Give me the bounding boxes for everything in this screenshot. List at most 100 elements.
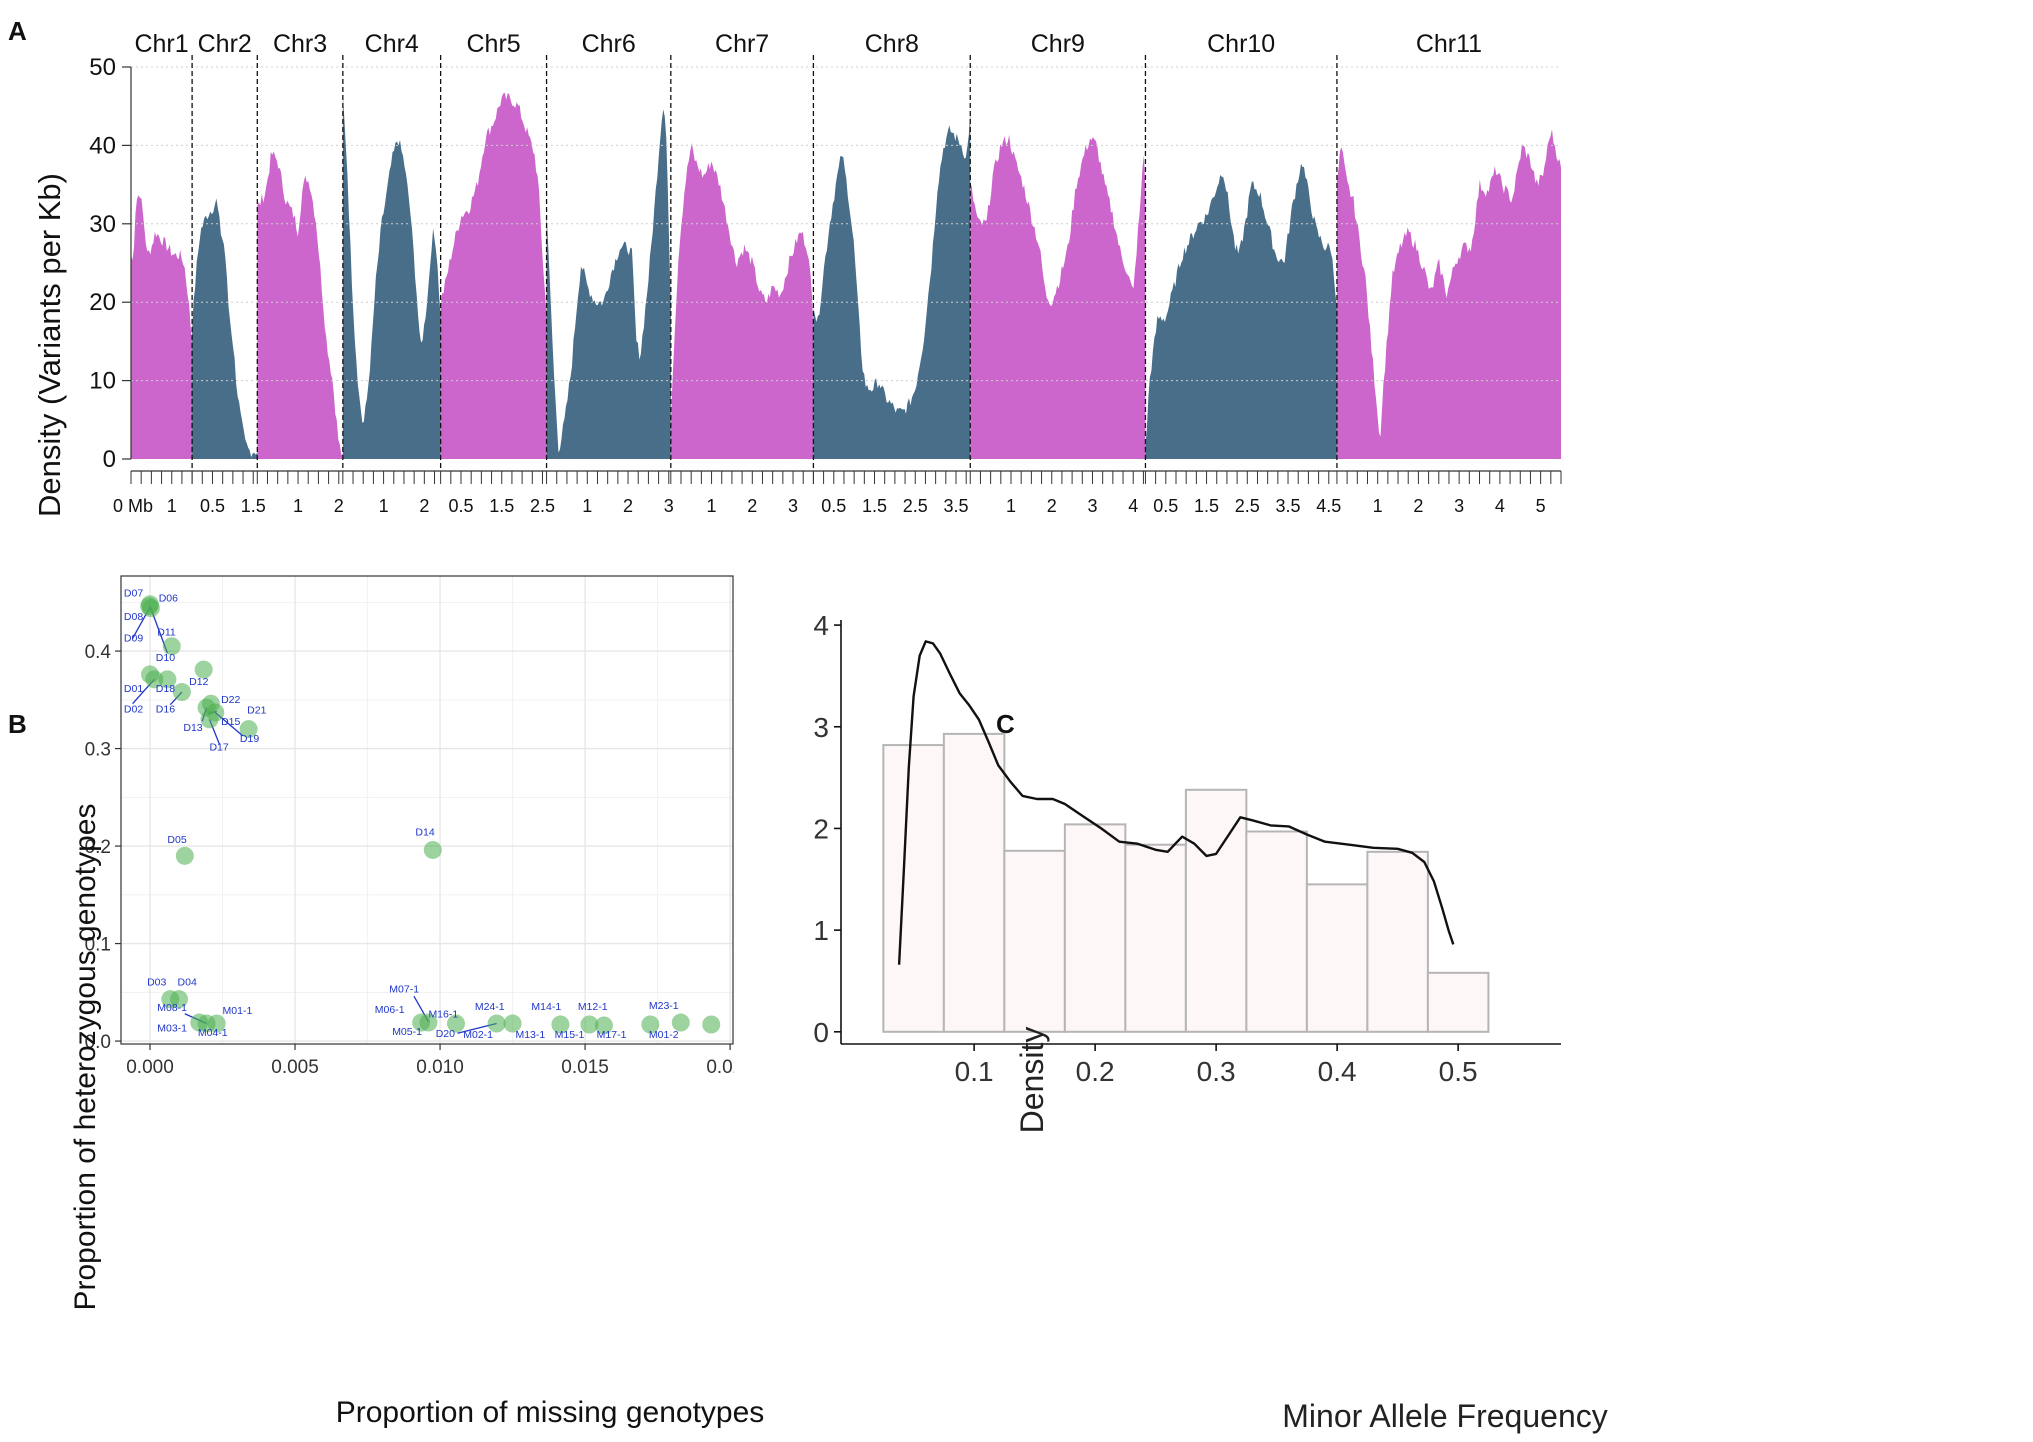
x-tick-label: 3 bbox=[1087, 496, 1097, 516]
density-area-chr10 bbox=[1145, 163, 1337, 459]
chrom-label-chr4: Chr4 bbox=[365, 30, 419, 58]
x-tick-label: 0.1 bbox=[955, 1056, 994, 1087]
sample-label: M14-1 bbox=[531, 1001, 561, 1013]
y-tick-label: 0 bbox=[813, 1017, 829, 1048]
x-tick-label: 2 bbox=[1047, 496, 1057, 516]
sample-label: D02 bbox=[124, 704, 143, 716]
x-tick-label: 3.5 bbox=[1276, 496, 1301, 516]
x-tick-label: 0 Mb bbox=[113, 496, 153, 516]
x-tick-label: 2 bbox=[747, 496, 757, 516]
sample-label: D19 bbox=[240, 733, 259, 745]
sample-point bbox=[207, 1014, 226, 1033]
sample-label: D10 bbox=[156, 652, 175, 664]
density-area-chr11 bbox=[1336, 129, 1561, 460]
density-area-chr5 bbox=[440, 92, 547, 459]
sample-point bbox=[594, 1016, 613, 1035]
panel-c-ylabel: Density bbox=[1014, 1027, 1050, 1134]
sample-label: D16 bbox=[156, 704, 175, 716]
panel-a-axes: Chr1 0 Mb 1 Chr2 0.5 1.5 Chr3 1 2 Chr4 1 2 Chr5 0.5 1.… bbox=[89, 30, 1562, 516]
x-tick-label: 0.4 bbox=[1318, 1056, 1357, 1087]
sample-point bbox=[175, 846, 194, 865]
chrom-label-chr11: Chr11 bbox=[1416, 30, 1482, 58]
y-tick-label: 3 bbox=[813, 712, 829, 743]
x-tick-label: 1 bbox=[293, 496, 303, 516]
sample-label: D18 bbox=[156, 683, 175, 695]
tick-mask bbox=[734, 1050, 774, 1080]
y-tick-label: 0.4 bbox=[85, 642, 112, 663]
sample-label: D11 bbox=[157, 626, 176, 638]
density-area-chr8 bbox=[813, 110, 971, 460]
histogram-bin bbox=[1124, 843, 1187, 1033]
x-tick-label: 2.5 bbox=[903, 496, 928, 516]
x-tick-label: 1.5 bbox=[862, 496, 887, 516]
sample-label: M01-1 bbox=[223, 1005, 253, 1017]
sample-label: M01-2 bbox=[649, 1029, 679, 1041]
x-tick-label: 2.5 bbox=[1235, 496, 1260, 516]
density-area-chr2 bbox=[192, 198, 258, 459]
sample-point bbox=[671, 1013, 690, 1032]
panel-b-xlabel: Proportion of missing genotypes bbox=[336, 1396, 765, 1429]
x-tick-label: 2 bbox=[419, 496, 429, 516]
y-tick-label: 20 bbox=[89, 289, 116, 316]
chrom-label-chr1: Chr1 bbox=[134, 30, 188, 58]
plot-background bbox=[121, 576, 733, 1044]
sample-point bbox=[158, 670, 177, 689]
sample-label: M13-1 bbox=[515, 1029, 545, 1041]
x-tick-label: 0.5 bbox=[1439, 1056, 1478, 1087]
sample-point bbox=[423, 840, 442, 859]
y-tick-label: 10 bbox=[89, 368, 116, 395]
x-tick-label: 1 bbox=[582, 496, 592, 516]
y-tick-label: 30 bbox=[89, 211, 116, 238]
x-tick-label: 4 bbox=[1128, 496, 1138, 516]
sample-point bbox=[580, 1015, 599, 1034]
sample-label: D12 bbox=[189, 676, 208, 688]
histogram-bin bbox=[1426, 971, 1490, 1033]
x-tick-label: 3 bbox=[1454, 496, 1464, 516]
panel-a-ylabel: Density (Variants per Kb) bbox=[32, 173, 67, 517]
y-tick-label: 40 bbox=[89, 132, 116, 159]
x-tick-label: 0.010 bbox=[416, 1057, 464, 1078]
sample-label: D08 bbox=[124, 611, 143, 623]
sample-label: M06-1 bbox=[375, 1004, 405, 1016]
y-tick-label: 2 bbox=[813, 813, 829, 844]
sample-point bbox=[447, 1014, 466, 1033]
density-area-chr4 bbox=[342, 95, 441, 459]
sample-label: D07 bbox=[124, 587, 143, 599]
sample-label: M15-1 bbox=[555, 1029, 585, 1041]
density-area-chr9 bbox=[970, 134, 1146, 459]
x-tick-label: 2 bbox=[1413, 496, 1423, 516]
panel-a-letter: A bbox=[8, 16, 27, 46]
histogram-bin bbox=[1184, 788, 1248, 1033]
sample-point bbox=[503, 1014, 522, 1033]
chrom-label-chr3: Chr3 bbox=[273, 30, 327, 58]
sample-label: D04 bbox=[178, 977, 197, 989]
x-tick-label: 1 bbox=[1373, 496, 1383, 516]
x-tick-label: 3 bbox=[664, 496, 674, 516]
sample-label: M02-1 bbox=[463, 1029, 493, 1041]
density-curve bbox=[897, 640, 1455, 965]
histogram-bin bbox=[1063, 823, 1127, 1033]
panel-c-letter: C bbox=[996, 709, 1015, 739]
chrom-label-chr10: Chr10 bbox=[1207, 30, 1275, 58]
x-tick-label: 0.5 bbox=[1153, 496, 1178, 516]
chrom-label-chr7: Chr7 bbox=[715, 30, 769, 58]
histogram-plot: 0.1 0.2 0.3 0.4 0.5 0 1 2 3 4 bbox=[813, 610, 1561, 1087]
y-tick-label: 0.0 bbox=[85, 1032, 111, 1053]
x-tick-label: 4 bbox=[1495, 496, 1505, 516]
sample-point bbox=[702, 1015, 721, 1034]
x-tick-label: 0.5 bbox=[200, 496, 225, 516]
x-tick-label: 1 bbox=[707, 496, 717, 516]
sample-label: M16-1 bbox=[428, 1009, 458, 1021]
chrom-label-chr2: Chr2 bbox=[198, 30, 252, 58]
panel-a: A Chr1 0 Mb 1 Chr2 0.5 1.5 Chr3 1 2 Chr4 1 2 Chr5 0.5… bbox=[8, 16, 1562, 517]
x-tick-label: 5 bbox=[1536, 496, 1546, 516]
sample-point bbox=[200, 710, 219, 729]
sample-label: D01 bbox=[124, 683, 143, 695]
x-tick-label: 1 bbox=[167, 496, 177, 516]
density-area-chr7 bbox=[670, 143, 814, 459]
y-tick-label: 0.3 bbox=[85, 740, 111, 761]
plot-frame bbox=[120, 575, 734, 1045]
sample-label: D06 bbox=[159, 592, 178, 604]
panel-b-letter: B bbox=[8, 709, 27, 739]
density-area-chr6 bbox=[546, 109, 671, 460]
